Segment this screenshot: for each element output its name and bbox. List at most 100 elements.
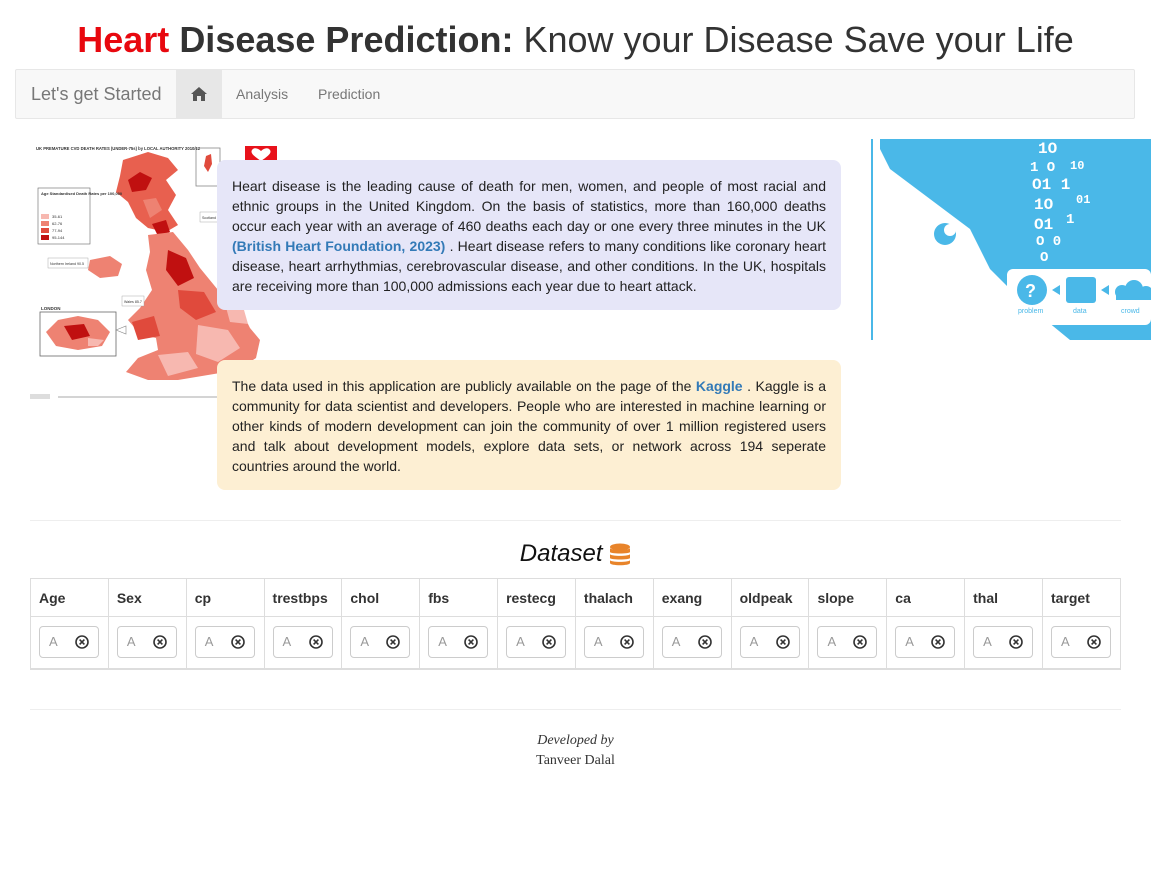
clear-filter-icon[interactable] (308, 635, 323, 650)
filter-cell-cp: A (185, 616, 265, 670)
nav-home-tab[interactable] (176, 70, 222, 118)
filter-placeholder: A (126, 634, 136, 650)
column-header-fbs[interactable]: fbs (419, 578, 499, 617)
svg-text:O: O (1040, 250, 1048, 266)
column-header-thalach[interactable]: thalach (574, 578, 654, 617)
info-card-heart-disease: Heart disease is the leading cause of de… (217, 160, 841, 310)
filter-cell-thalach: A (574, 616, 654, 670)
filter-placeholder: A (749, 634, 759, 650)
filter-placeholder: A (905, 634, 914, 650)
bhf-link[interactable]: (British Heart Foundation, 2023) (232, 238, 446, 254)
filter-placeholder: A (593, 634, 603, 650)
filter-placeholder: A (360, 634, 370, 650)
svg-text:1 O: 1 O (1030, 160, 1055, 176)
clear-filter-icon[interactable] (75, 635, 89, 650)
clear-filter-icon[interactable] (1087, 635, 1101, 650)
navbar-brand[interactable]: Let's get Started (31, 84, 162, 104)
column-header-thal[interactable]: thal (964, 578, 1043, 617)
svg-text:35-61: 35-61 (52, 214, 63, 219)
svg-text:01: 01 (1076, 193, 1090, 207)
column-header-sex[interactable]: Sex (107, 578, 187, 617)
divider-top (30, 520, 1121, 521)
clear-filter-icon[interactable] (386, 635, 401, 650)
clear-filter-icon[interactable] (697, 635, 712, 650)
title-disease-prediction: Disease Prediction: (179, 19, 514, 60)
column-header-exang[interactable]: exang (652, 578, 732, 617)
card1-text-end: . Heart disease refers to many condition… (232, 238, 827, 294)
svg-text:?: ? (1025, 281, 1036, 301)
svg-text:Northern Ireland 90.5: Northern Ireland 90.5 (50, 262, 84, 266)
column-filter-input[interactable]: A (1050, 626, 1111, 659)
clear-filter-icon[interactable] (230, 635, 245, 650)
column-filter-input[interactable]: A (428, 626, 489, 659)
column-header-trestbps[interactable]: trestbps (263, 578, 343, 617)
svg-text:O 0: O 0 (1036, 234, 1061, 250)
clear-filter-icon[interactable] (1009, 635, 1023, 650)
nav-analysis[interactable]: Analysis (236, 86, 289, 102)
title-tagline: Know your Disease Save your Life (523, 19, 1074, 60)
filter-placeholder: A (49, 634, 58, 650)
svg-text:O1: O1 (1034, 216, 1053, 234)
column-header-ca[interactable]: ca (886, 578, 966, 617)
table-header-row: Age Sex cp trestbps chol fbs restecg thalach exa… (30, 578, 1122, 617)
filter-placeholder: A (516, 634, 525, 650)
footer-developed-by: Developed by (537, 733, 614, 748)
column-filter-input[interactable]: A (350, 626, 411, 659)
column-header-age[interactable]: Age (30, 578, 109, 617)
filter-cell-slope: A (808, 616, 888, 670)
column-filter-input[interactable]: A (39, 626, 99, 659)
filter-placeholder: A (438, 634, 447, 650)
column-filter-input[interactable]: A (739, 626, 800, 659)
filter-cell-thal: A (964, 616, 1043, 670)
svg-text:Scotland 89.2: Scotland 89.2 (202, 216, 224, 220)
clear-filter-icon[interactable] (153, 635, 167, 650)
dataset-table: Age Sex cp trestbps chol fbs restecg thalach exa… (30, 578, 1122, 670)
column-filter-input[interactable]: A (116, 626, 177, 659)
dataset-heading: Dataset (0, 538, 1151, 570)
column-filter-input[interactable]: A (895, 626, 956, 659)
column-filter-input[interactable]: A (973, 626, 1034, 659)
clear-filter-icon[interactable] (931, 635, 946, 650)
svg-text:1O: 1O (1038, 140, 1058, 158)
column-filter-input[interactable]: A (506, 626, 567, 659)
column-header-slope[interactable]: slope (808, 578, 888, 617)
kaggle-link[interactable]: Kaggle (695, 378, 743, 394)
svg-text:10: 10 (1070, 159, 1084, 173)
map-title: UK PREMATURE CVD DEATH RATES (UNDER-75s)… (36, 146, 201, 151)
clear-filter-icon[interactable] (620, 635, 634, 650)
svg-text:O1 1: O1 1 (1032, 176, 1070, 194)
data-crowd-illustration: 1O 1 O 10 O1 1 1O 01 O1 1 O 0 O ? proble… (870, 139, 1151, 340)
column-filter-input[interactable]: A (661, 626, 722, 659)
clear-filter-icon[interactable] (464, 635, 479, 650)
clear-filter-icon[interactable] (542, 635, 556, 650)
column-filter-input[interactable]: A (583, 626, 644, 659)
filter-cell-exang: A (652, 616, 732, 670)
title-heart: Heart (77, 19, 170, 60)
filter-cell-ca: A (886, 616, 966, 670)
column-filter-input[interactable]: A (194, 626, 255, 659)
database-icon (610, 543, 631, 565)
svg-text:62-76: 62-76 (52, 221, 63, 226)
column-header-restecg[interactable]: restecg (497, 578, 576, 617)
filter-cell-trestbps: A (263, 616, 343, 670)
clear-filter-icon[interactable] (775, 635, 790, 650)
column-header-oldpeak[interactable]: oldpeak (730, 578, 810, 617)
filter-cell-fbs: A (419, 616, 499, 670)
clear-filter-icon[interactable] (853, 635, 868, 650)
column-filter-input[interactable]: A (272, 626, 333, 659)
nav-prediction[interactable]: Prediction (318, 86, 381, 102)
dataset-title: Dataset (519, 540, 603, 567)
footer: Developed by Tanveer Dalal (0, 731, 1151, 771)
card2-text-end: . Kaggle is a community for data scienti… (232, 378, 827, 474)
filter-cell-chol: A (341, 616, 421, 670)
column-header-cp[interactable]: cp (185, 578, 265, 617)
home-icon (191, 87, 207, 101)
filter-placeholder: A (1060, 634, 1070, 650)
filter-placeholder: A (983, 634, 992, 650)
column-filter-input[interactable]: A (817, 626, 878, 659)
uk-cvd-map-image: UK PREMATURE CVD DEATH RATES (UNDER-75s)… (28, 140, 278, 402)
column-header-chol[interactable]: chol (341, 578, 421, 617)
column-header-target[interactable]: target (1041, 578, 1122, 617)
label-crowd: crowd (1121, 308, 1140, 315)
